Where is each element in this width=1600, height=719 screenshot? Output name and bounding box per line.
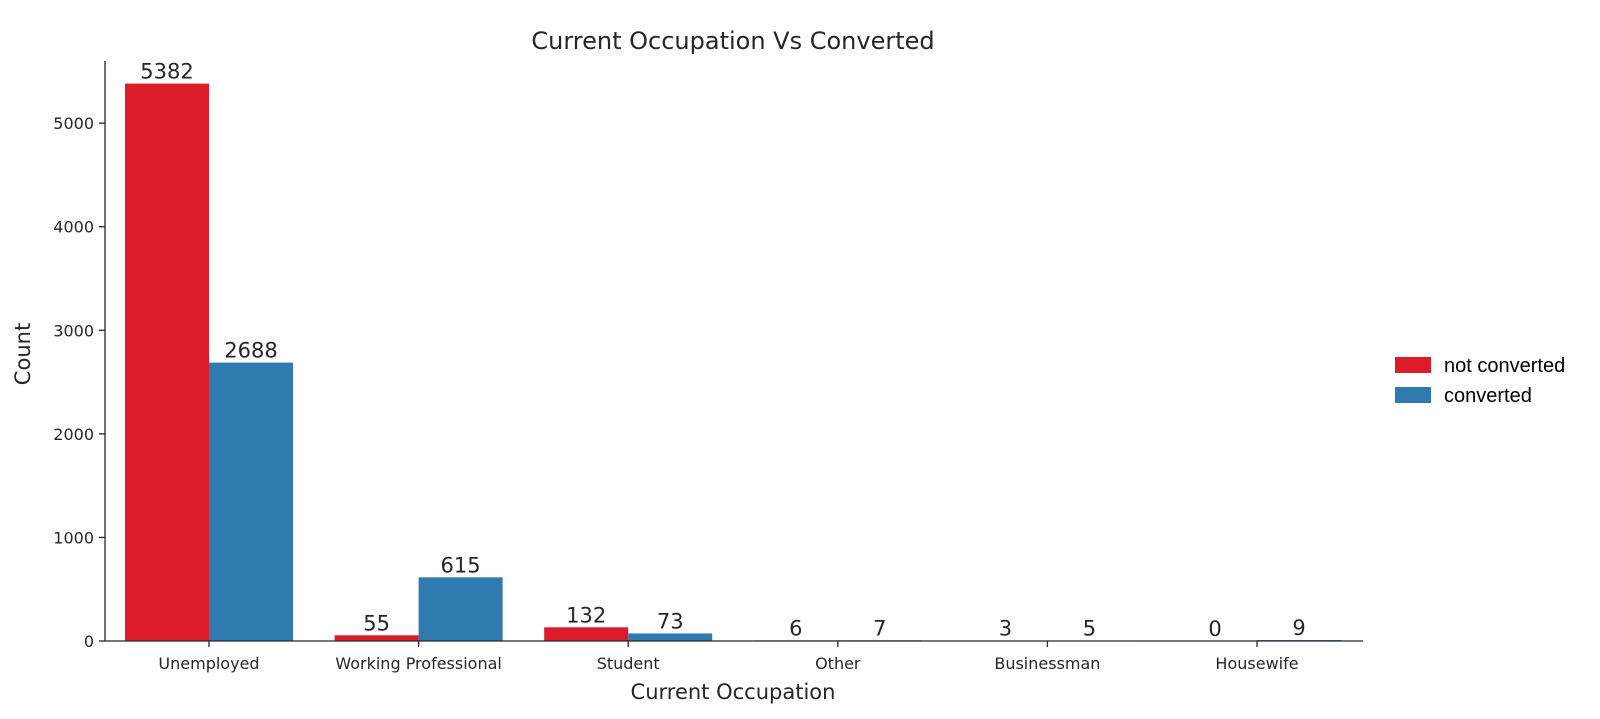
bar-not-converted — [125, 83, 209, 642]
legend-swatch — [1395, 387, 1431, 403]
chart-title: Current Occupation Vs Converted — [531, 27, 934, 55]
bar-labels-group: 5382 55 132 6 3 0 2688 615 73 7 5 9 — [140, 60, 1305, 641]
y-tick-label: 3000 — [53, 321, 94, 340]
bar-value-label: 0 — [1208, 617, 1221, 641]
bar-value-label: 2688 — [224, 339, 277, 363]
legend-label: not converted — [1444, 355, 1565, 377]
x-tick-label: Businessman — [994, 654, 1100, 673]
bar-value-label: 6 — [789, 616, 802, 640]
legend-label: converted — [1444, 385, 1532, 407]
bar-converted — [628, 633, 713, 641]
y-tick-label: 5000 — [53, 114, 94, 133]
bar-value-label: 55 — [363, 611, 390, 635]
bar-converted — [418, 577, 503, 641]
bar-value-label: 9 — [1292, 616, 1305, 640]
x-ticks-group: Unemployed Working Professional Student Oth… — [158, 641, 1299, 673]
y-ticks-group: 0 1000 2000 3000 4000 5000 — [53, 114, 105, 651]
x-tick-label: Other — [815, 654, 861, 673]
bars-group — [125, 83, 1341, 642]
y-tick-label: 2000 — [53, 425, 94, 444]
bar-converted — [209, 362, 293, 641]
x-tick-label: Working Professional — [335, 654, 502, 673]
x-tick-label: Housewife — [1215, 654, 1298, 673]
bar-value-label: 7 — [873, 616, 886, 640]
x-tick-label: Student — [597, 654, 660, 673]
x-axis-label: Current Occupation — [631, 680, 836, 704]
legend: not converted converted — [1395, 355, 1565, 407]
y-tick-label: 1000 — [53, 528, 94, 547]
bar-value-label: 132 — [566, 603, 606, 627]
x-tick-label: Unemployed — [158, 654, 259, 673]
bar-value-label: 615 — [441, 553, 481, 577]
bar-not-converted — [544, 627, 629, 641]
legend-swatch — [1395, 357, 1431, 373]
y-tick-label: 0 — [84, 632, 94, 651]
bar-not-converted — [334, 635, 419, 641]
bar-value-label: 5 — [1083, 616, 1096, 640]
y-tick-label: 4000 — [53, 218, 94, 237]
y-axis-label: Count — [11, 323, 35, 385]
bar-value-label: 73 — [657, 609, 684, 633]
bar-value-label: 3 — [999, 617, 1012, 641]
bar-value-label: 5382 — [140, 60, 193, 84]
